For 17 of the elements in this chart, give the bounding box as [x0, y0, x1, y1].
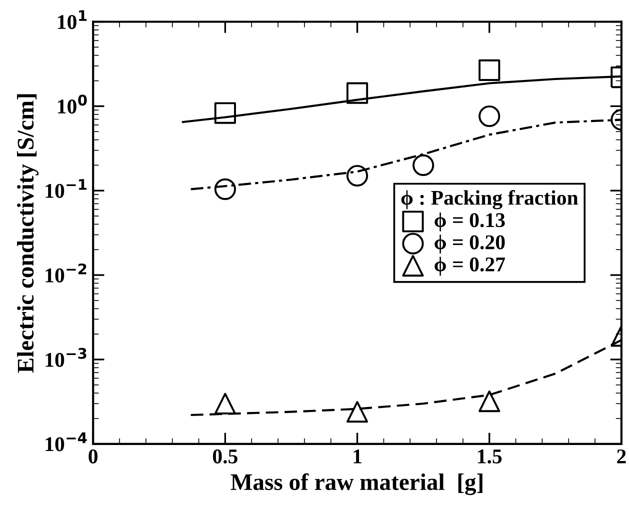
y-tick-label: 10$^{−2}$: [46, 263, 86, 282]
x-tick-label: 2: [617, 449, 626, 464]
x-tick-label: 0: [88, 449, 98, 464]
legend-label: ϕ = 0.13: [434, 212, 505, 232]
y-tick-label: 10$^{1}$: [58, 10, 87, 30]
x-axis-title: Mass of raw material [g]: [230, 473, 482, 496]
x-tick-label: 0.5: [212, 449, 238, 464]
x-tick-label: 1.5: [478, 449, 502, 464]
legend-title: ϕ : Packing fraction: [401, 190, 578, 210]
y-axis-title: Electric conductivity [S/cm]: [17, 94, 39, 373]
y-tick-label: 10$^{−3}$: [46, 348, 86, 367]
y-tick-label: 10$^{−1}$: [46, 179, 86, 198]
y-tick-label: 10$^{0}$: [58, 94, 87, 114]
legend-label: ϕ = 0.20: [434, 234, 505, 254]
y-tick-label: 10$^{−4}$: [46, 432, 87, 452]
x-tick-label: 1: [354, 449, 362, 464]
legend-label: ϕ = 0.27: [434, 256, 506, 276]
